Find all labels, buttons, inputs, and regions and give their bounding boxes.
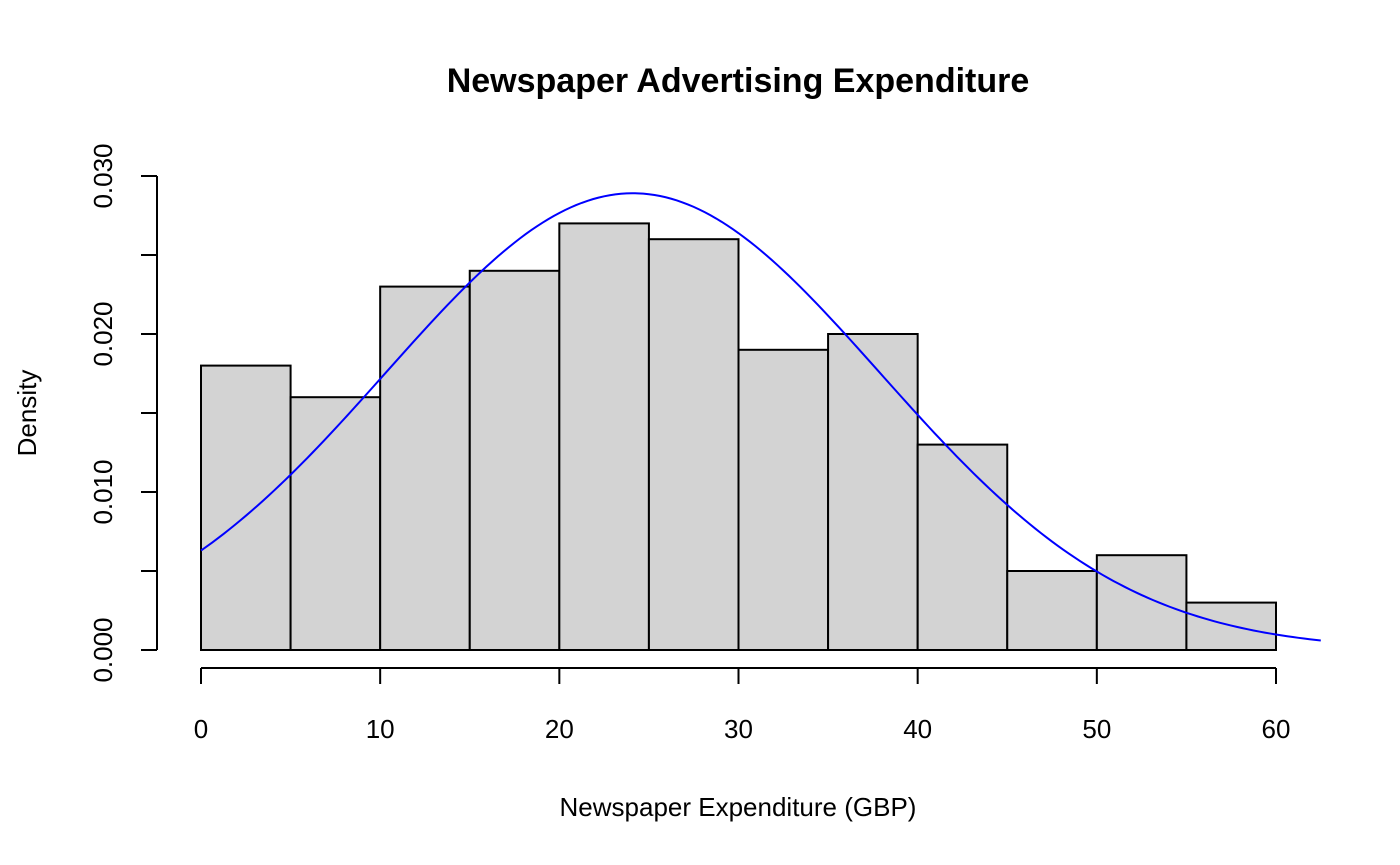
histogram-bar-0-5 bbox=[200, 364, 292, 651]
histogram-bar-20-25 bbox=[558, 222, 650, 651]
chart-title: Newspaper Advertising Expenditure bbox=[447, 62, 1030, 100]
histogram-bar-5-10 bbox=[289, 396, 382, 652]
histogram-bar-15-20 bbox=[468, 269, 561, 651]
y-tick-label-0.03: 0.030 bbox=[88, 143, 118, 208]
x-tick-label-10: 10 bbox=[366, 714, 395, 744]
x-axis: 0 10 20 30 40 50 60 bbox=[194, 667, 1291, 744]
x-tick-label-40: 40 bbox=[903, 714, 932, 744]
x-tick-label-50: 50 bbox=[1082, 714, 1111, 744]
histogram-bar-50-55 bbox=[1095, 554, 1188, 652]
x-tick-label-30: 30 bbox=[724, 714, 753, 744]
histogram-bar-10-15 bbox=[379, 285, 471, 651]
y-axis: 0.000 0.010 0.020 0.030 bbox=[88, 143, 158, 683]
histogram-bar-30-35 bbox=[737, 348, 830, 651]
y-tick-label-0: 0.000 bbox=[88, 617, 118, 682]
x-axis-label: Newspaper Expenditure (GBP) bbox=[560, 792, 917, 822]
x-tick-label-0: 0 bbox=[194, 714, 208, 744]
y-tick-label-0.02: 0.020 bbox=[88, 301, 118, 366]
y-axis-label: Density bbox=[12, 370, 42, 457]
histogram-bar-35-40 bbox=[827, 333, 919, 651]
y-tick-label-0.01: 0.010 bbox=[88, 459, 118, 524]
histogram-bars bbox=[200, 222, 1277, 652]
x-tick-label-60: 60 bbox=[1262, 714, 1291, 744]
histogram-bar-40-45 bbox=[916, 443, 1009, 651]
histogram-bar-45-50 bbox=[1006, 570, 1098, 651]
histogram-bar-25-30 bbox=[647, 238, 740, 651]
x-tick-label-20: 20 bbox=[545, 714, 574, 744]
density-curve bbox=[200, 192, 1321, 642]
